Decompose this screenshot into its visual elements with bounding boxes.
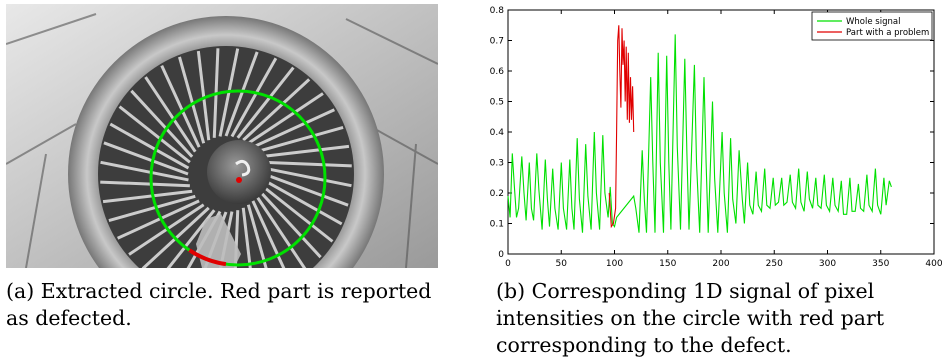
plot-frame xyxy=(507,9,935,255)
x-tick-label: 200 xyxy=(712,259,729,269)
y-tick-label: 0 xyxy=(498,250,504,260)
fan-blade xyxy=(100,180,190,188)
fan-blade xyxy=(236,66,295,139)
fan-blade xyxy=(252,108,335,149)
signal-chart: 0 50 100 150 200 250 300 350 400 0 0.1 0.2 0.3 0.4 0.5… xyxy=(470,2,944,272)
series-line-whole-signal xyxy=(507,34,892,233)
y-tick-label: 0.6 xyxy=(490,67,505,77)
extracted-circle xyxy=(149,89,327,267)
fan-blade xyxy=(160,65,201,148)
fan-blade xyxy=(117,199,200,240)
y-tick-label: 0.4 xyxy=(490,128,505,138)
caption-a: (a) Extracted circle. Red part is report… xyxy=(6,279,432,330)
legend-label: Whole signal xyxy=(846,17,900,27)
y-tick-label: 0.2 xyxy=(490,189,504,199)
fan-blade xyxy=(242,78,311,142)
x-tick-label: 250 xyxy=(766,259,783,269)
fan-blade xyxy=(256,126,344,154)
y-tick-label: 0.3 xyxy=(490,159,504,169)
hub-marker xyxy=(236,177,242,183)
fan-blade xyxy=(100,160,189,182)
fan-blade xyxy=(103,141,189,176)
fan-blade xyxy=(255,195,308,272)
fan-blade xyxy=(262,178,343,226)
y-tick-label: 0.5 xyxy=(490,98,504,108)
fan-blade xyxy=(261,184,334,243)
legend-label: Part with a problem xyxy=(846,28,929,38)
x-tick-label: 400 xyxy=(925,259,942,269)
x-tick-label: 150 xyxy=(659,259,676,269)
fan-blade xyxy=(258,190,322,259)
caption-b: (b) Corresponding 1D signal of pixel int… xyxy=(496,279,885,357)
fan-blade xyxy=(224,51,259,137)
y-tick-label: 0.1 xyxy=(490,220,504,230)
fan-blade xyxy=(144,76,197,153)
fan-blade xyxy=(230,57,278,138)
x-tick-label: 50 xyxy=(556,259,568,269)
defect-arc xyxy=(188,248,227,267)
fan-blade xyxy=(109,122,190,170)
fan-blade xyxy=(102,189,193,204)
series-line-problem-part xyxy=(608,25,635,229)
legend-box xyxy=(811,11,933,41)
fan-blade xyxy=(108,194,196,222)
fan-blade xyxy=(196,50,211,141)
x-tick-label: 300 xyxy=(819,259,836,269)
engine-illustration xyxy=(5,4,439,332)
fan-blade xyxy=(259,144,350,159)
fan-blade xyxy=(178,56,206,144)
engine-photo xyxy=(5,4,439,332)
fan-blade xyxy=(130,89,194,158)
x-tick-label: 100 xyxy=(606,259,623,269)
fan-blade xyxy=(247,92,324,145)
y-tick-label: 0.8 xyxy=(490,6,505,16)
x-tick-label: 0 xyxy=(505,259,511,269)
chart-svg: 0 50 100 150 200 250 300 350 400 0 0.1 0.2 0.3 0.4 0.5… xyxy=(490,6,943,269)
x-tick-label: 350 xyxy=(872,259,889,269)
fan-blade xyxy=(118,105,191,164)
fan-blade xyxy=(263,172,349,207)
y-tick-label: 0.7 xyxy=(490,37,504,47)
fan-blade xyxy=(263,166,352,188)
fan-blade xyxy=(262,160,352,168)
